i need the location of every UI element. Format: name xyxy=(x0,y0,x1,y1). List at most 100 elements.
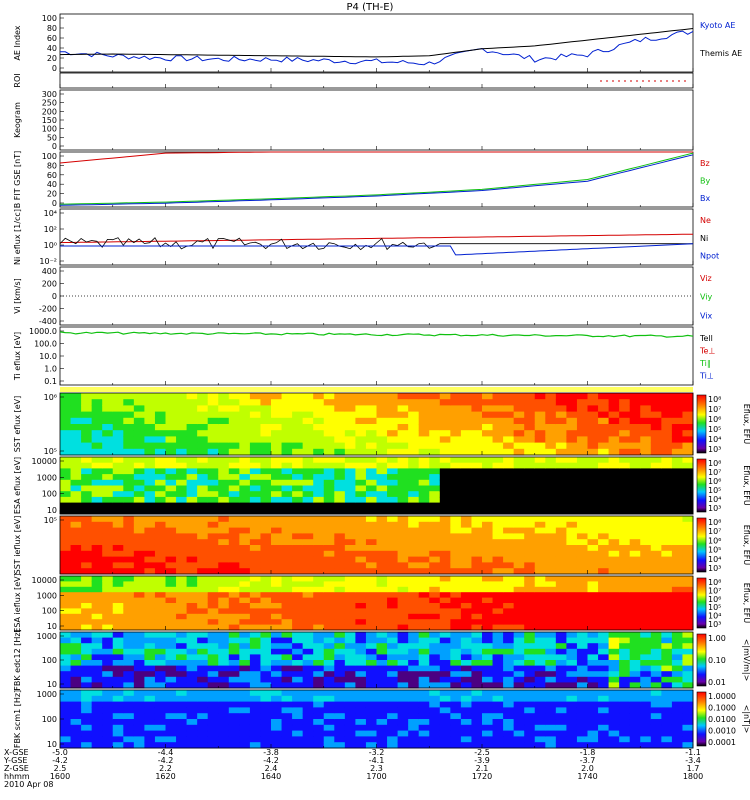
heatmap-cell xyxy=(281,648,293,655)
heatmap-cell xyxy=(608,648,620,655)
heatmap-cell xyxy=(91,527,103,534)
heatmap-cell xyxy=(661,527,673,534)
heatmap-cell xyxy=(133,550,145,558)
heatmap-cell xyxy=(608,695,620,703)
heatmap-cell xyxy=(513,713,525,720)
heatmap-cell xyxy=(534,671,546,678)
heatmap-cell xyxy=(460,424,472,431)
heatmap-cell xyxy=(576,701,588,708)
heatmap-cell xyxy=(239,665,251,672)
heatmap-cell xyxy=(81,592,93,599)
heatmap-cell xyxy=(598,436,610,444)
heatmap-cell xyxy=(661,430,673,437)
heatmap-cell xyxy=(650,468,662,475)
heatmap-cell xyxy=(260,502,272,509)
heatmap-cell xyxy=(334,637,346,644)
heatmap-cell xyxy=(165,690,177,697)
heatmap-cell xyxy=(197,479,209,486)
heatmap-cell xyxy=(81,491,93,498)
heatmap-cell xyxy=(365,539,377,546)
heatmap-cell xyxy=(313,550,325,558)
heatmap-cell xyxy=(650,405,662,413)
heatmap-cell xyxy=(513,479,525,486)
y-tick-label: 100 xyxy=(42,656,57,665)
heatmap-cell xyxy=(102,637,114,644)
heatmap-cell xyxy=(387,613,399,620)
heatmap-cell xyxy=(492,576,504,582)
heatmap-cell xyxy=(228,665,240,672)
heatmap-cell xyxy=(629,533,641,540)
heatmap-cell xyxy=(281,545,293,552)
heatmap-cell xyxy=(60,592,72,599)
heatmap-cell xyxy=(228,485,240,492)
heatmap-cell xyxy=(619,436,631,444)
heatmap-cell xyxy=(239,719,251,726)
heatmap-cell xyxy=(492,742,504,749)
heatmap-cell xyxy=(661,496,673,504)
heatmap-cell xyxy=(249,643,261,650)
heatmap-cell xyxy=(165,457,177,464)
heatmap-cell xyxy=(408,624,420,631)
heatmap-cell xyxy=(387,586,399,593)
heatmap-cell xyxy=(460,597,472,604)
heatmap-cell xyxy=(239,457,251,464)
heatmap-cell xyxy=(640,442,652,450)
heatmap-cell xyxy=(176,417,188,425)
heatmap-cell xyxy=(165,436,177,444)
heatmap-cell xyxy=(334,624,346,631)
heatmap-cell xyxy=(661,545,673,552)
heatmap-cell xyxy=(197,521,209,529)
heatmap-cell xyxy=(144,417,156,425)
y-tick-label: 10⁶ xyxy=(44,393,57,402)
heatmap-cell xyxy=(376,695,388,703)
heatmap-cell xyxy=(249,676,261,683)
heatmap-cell xyxy=(387,603,399,609)
heatmap-cell xyxy=(460,562,472,569)
heatmap-cell xyxy=(154,695,166,703)
heatmap-cell xyxy=(545,474,557,481)
heatmap-cell xyxy=(450,405,462,413)
heatmap-cell xyxy=(408,608,420,615)
heatmap-cell xyxy=(524,457,536,464)
heatmap-cell xyxy=(281,436,293,444)
heatmap-cell xyxy=(165,713,177,720)
heatmap-cell xyxy=(619,619,631,626)
heatmap-cell xyxy=(460,619,472,626)
heatmap-cell xyxy=(671,533,683,540)
heatmap-cell xyxy=(302,586,314,593)
heatmap-cell xyxy=(112,719,124,726)
heatmap-cell xyxy=(112,496,124,504)
heatmap-cell xyxy=(439,637,451,644)
heatmap-cell xyxy=(397,533,409,540)
heatmap-cell xyxy=(144,603,156,609)
heatmap-cell xyxy=(344,568,356,575)
heatmap-cell xyxy=(608,581,620,588)
heatmap-cell xyxy=(429,701,441,708)
heatmap-cell xyxy=(682,695,694,703)
heatmap-cell xyxy=(281,581,293,588)
y-tick-label: -400 xyxy=(39,317,57,326)
heatmap-cell xyxy=(144,586,156,593)
heatmap-cell xyxy=(123,436,135,444)
heatmap-cell xyxy=(144,430,156,437)
heatmap-cell xyxy=(81,436,93,444)
heatmap-cell xyxy=(207,462,219,469)
heatmap-cell xyxy=(471,701,483,708)
heatmap-cell xyxy=(144,448,156,456)
heatmap-cell xyxy=(239,624,251,631)
heatmap-cell xyxy=(334,424,346,431)
heatmap-cell xyxy=(133,539,145,546)
heatmap-cell xyxy=(682,545,694,552)
series-line-ne xyxy=(59,233,694,244)
heatmap-cell xyxy=(418,586,430,593)
heatmap-cell xyxy=(619,468,631,475)
heatmap-cell xyxy=(355,742,367,749)
heatmap-cell xyxy=(81,485,93,492)
heatmap-cell xyxy=(650,508,662,515)
heatmap-cell xyxy=(313,671,325,678)
heatmap-cell xyxy=(70,468,82,475)
heatmap-cell xyxy=(70,592,82,599)
heatmap-cell xyxy=(281,671,293,678)
heatmap-cell xyxy=(334,713,346,720)
